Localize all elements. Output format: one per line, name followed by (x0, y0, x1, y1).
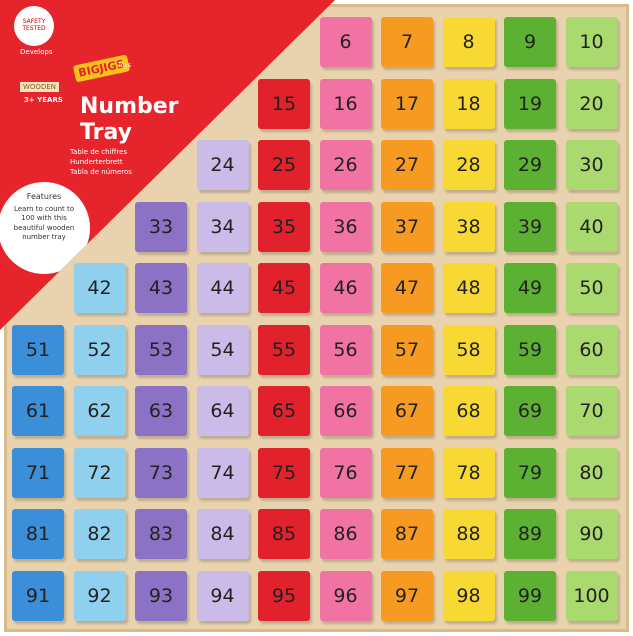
material-label: WOODEN (20, 82, 59, 92)
number-tile: 40 (565, 201, 618, 252)
number-tile: 68 (442, 386, 495, 436)
number-tile: 91 (12, 570, 64, 621)
number-tile: 52 (73, 324, 126, 375)
number-tile: 17 (381, 78, 433, 129)
number-tile: 72 (73, 447, 126, 498)
number-tile: 100 (565, 570, 618, 621)
number-tile: 61 (12, 386, 64, 436)
number-tile: 24 (196, 140, 249, 190)
number-tile: 16 (319, 78, 372, 129)
number-tile: 37 (381, 201, 433, 252)
number-tile: 99 (504, 570, 556, 621)
number-tile: 30 (565, 140, 618, 190)
number-tile: 81 (12, 509, 64, 559)
number-tile: 89 (504, 509, 556, 559)
number-tile: 94 (196, 570, 249, 621)
number-tile: 92 (73, 570, 126, 621)
number-tile: 87 (381, 509, 433, 559)
number-tile: 42 (73, 263, 126, 313)
number-tile: 66 (319, 386, 372, 436)
number-tile: 58 (442, 324, 495, 375)
number-tile: 50 (565, 263, 618, 313)
number-tile: 84 (196, 509, 249, 559)
number-tile: 64 (196, 386, 249, 436)
number-tile: 55 (258, 324, 310, 375)
number-tile: 95 (258, 570, 310, 621)
number-tile: 54 (196, 324, 249, 375)
number-tile: 71 (12, 447, 64, 498)
number-tile: 33 (135, 201, 187, 252)
number-tile: 15 (258, 78, 310, 129)
number-tile: 47 (381, 263, 433, 313)
number-tile: 93 (135, 570, 187, 621)
number-tile: 97 (381, 570, 433, 621)
number-tile: 27 (381, 140, 433, 190)
number-tile: 10 (565, 17, 618, 67)
number-tile: 88 (442, 509, 495, 559)
number-tile: 36 (319, 201, 372, 252)
number-tile: 83 (135, 509, 187, 559)
number-tile: 45 (258, 263, 310, 313)
number-tile: 59 (504, 324, 556, 375)
number-tile: 63 (135, 386, 187, 436)
number-tile: 60 (565, 324, 618, 375)
title-line: Tray (80, 120, 132, 145)
number-tile: 75 (258, 447, 310, 498)
number-tile: 49 (504, 263, 556, 313)
number-tile: 73 (135, 447, 187, 498)
number-tile: 25 (258, 140, 310, 190)
number-tile: 43 (135, 263, 187, 313)
number-tile: 56 (319, 324, 372, 375)
number-tile: 7 (381, 17, 433, 67)
safety-badge: SAFETY TESTED (14, 6, 54, 46)
number-tile: 51 (12, 324, 64, 375)
translation: Table de chiffres (70, 148, 128, 156)
translation: Tabla de números (70, 168, 132, 176)
number-tile: 48 (442, 263, 495, 313)
number-tile: 46 (319, 263, 372, 313)
number-tile: 29 (504, 140, 556, 190)
number-tile: 78 (442, 447, 495, 498)
number-tile: 77 (381, 447, 433, 498)
number-tile: 57 (381, 324, 433, 375)
age-label: 3+ YEARS (24, 96, 63, 104)
number-tile: 82 (73, 509, 126, 559)
number-tile: 85 (258, 509, 310, 559)
number-tile: 19 (504, 78, 556, 129)
number-tile: 62 (73, 386, 126, 436)
number-tile: 44 (196, 263, 249, 313)
number-tile: 38 (442, 201, 495, 252)
title-line: Number (80, 94, 179, 119)
number-tile: 35 (258, 201, 310, 252)
brand-sub: Toys (118, 62, 131, 69)
number-tile: 9 (504, 17, 556, 67)
number-tile: 39 (504, 201, 556, 252)
features-text: Learn to count to 100 with this beautifu… (13, 205, 75, 242)
number-tile: 34 (196, 201, 249, 252)
number-tile: 76 (319, 447, 372, 498)
number-tile: 26 (319, 140, 372, 190)
number-tile: 70 (565, 386, 618, 436)
number-tile: 6 (319, 17, 372, 67)
develops-label: Develops (20, 48, 53, 56)
number-tile: 80 (565, 447, 618, 498)
number-tile: 79 (504, 447, 556, 498)
translation: Hunderterbrett (70, 158, 123, 166)
number-tile: 98 (442, 570, 495, 621)
number-tile: 67 (381, 386, 433, 436)
number-tile: 86 (319, 509, 372, 559)
number-tile: 8 (442, 17, 495, 67)
number-tile: 74 (196, 447, 249, 498)
features-circle: Features Learn to count to 100 with this… (0, 182, 90, 274)
number-tile: 96 (319, 570, 372, 621)
number-tile: 53 (135, 324, 187, 375)
number-tile: 20 (565, 78, 618, 129)
features-title: Features (26, 192, 62, 201)
number-tile: 28 (442, 140, 495, 190)
number-tile: 69 (504, 386, 556, 436)
number-tile: 18 (442, 78, 495, 129)
number-tile: 65 (258, 386, 310, 436)
number-tile: 90 (565, 509, 618, 559)
